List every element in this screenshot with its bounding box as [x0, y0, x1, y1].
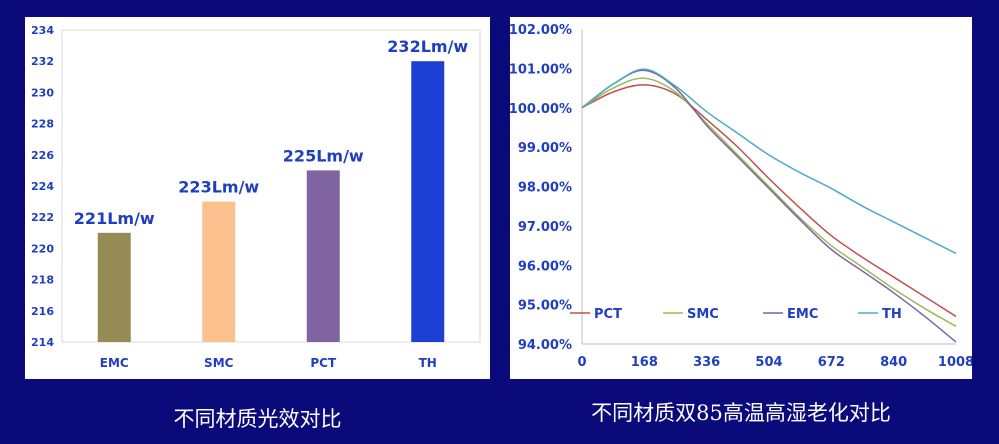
bar-chart: 214 216 218 220 222 224 226 228 230 232 234 221Lm/w…	[31, 24, 481, 370]
series-line-pct	[581, 84, 957, 318]
bar-pct	[306, 170, 340, 342]
line-chart-panel: 94.00% 95.00% 96.00% 97.00% 98.00% 99.00% 100.…	[510, 17, 972, 379]
y-tick-label: 102.00%	[510, 23, 572, 38]
bar-chart-caption: 不同材质光效对比	[173, 407, 342, 431]
legend-label: EMC	[787, 307, 818, 322]
x-tick-label: EMC	[100, 356, 129, 370]
y-tick-label: 220	[31, 242, 54, 255]
y-tick-label: 216	[31, 305, 54, 318]
y-tick-label: 100.00%	[510, 102, 572, 117]
x-tick-label: PCT	[310, 356, 337, 370]
y-tick-label: 95.00%	[518, 299, 572, 314]
x-tick-label: 840	[880, 355, 907, 370]
y-tick-label: 96.00%	[518, 259, 572, 274]
data-label: 223Lm/w	[178, 178, 259, 197]
y-tick-label: 224	[31, 180, 54, 193]
y-tick-label: 222	[31, 211, 54, 224]
y-tick-label: 218	[31, 274, 54, 287]
bar-th	[411, 61, 445, 342]
x-tick-label: 1008	[938, 355, 972, 370]
series-line-emc	[581, 69, 957, 343]
data-label: 225Lm/w	[283, 146, 364, 165]
data-label: 232Lm/w	[387, 37, 468, 56]
x-tick-label: 336	[693, 355, 720, 370]
y-tick-label: 228	[31, 118, 54, 131]
legend-label: TH	[882, 307, 902, 322]
line-chart: 94.00% 95.00% 96.00% 97.00% 98.00% 99.00% 100.…	[510, 23, 972, 370]
plot-area-frame	[61, 29, 481, 343]
data-label: 221Lm/w	[74, 209, 155, 228]
x-tick-label: 672	[818, 355, 845, 370]
line-chart-caption: 不同材质双85高温高湿老化对比	[591, 401, 891, 425]
y-tick-label: 234	[31, 24, 54, 37]
y-tick-label: 226	[31, 149, 54, 162]
bar-chart-panel: 214 216 218 220 222 224 226 228 230 232 234 221Lm/w…	[25, 17, 490, 379]
y-tick-label: 232	[31, 55, 54, 68]
bar-smc	[202, 201, 236, 342]
y-tick-label: 230	[31, 86, 54, 99]
x-tick-label: TH	[419, 356, 437, 370]
legend-label: PCT	[594, 307, 622, 322]
series-line-smc	[581, 77, 957, 327]
legend-label: SMC	[687, 307, 719, 322]
bar-emc	[97, 232, 131, 342]
x-tick-label: 504	[755, 355, 782, 370]
y-tick-label: 214	[31, 336, 54, 349]
y-tick-label: 98.00%	[518, 181, 572, 196]
y-tick-label: 94.00%	[518, 338, 572, 353]
y-tick-label: 97.00%	[518, 220, 572, 235]
y-tick-label: 101.00%	[510, 62, 572, 77]
x-tick-label: 168	[631, 355, 658, 370]
y-tick-label: 99.00%	[518, 141, 572, 156]
x-tick-label: 0	[577, 355, 586, 370]
x-tick-label: SMC	[204, 356, 234, 370]
series-line-th	[581, 68, 957, 255]
